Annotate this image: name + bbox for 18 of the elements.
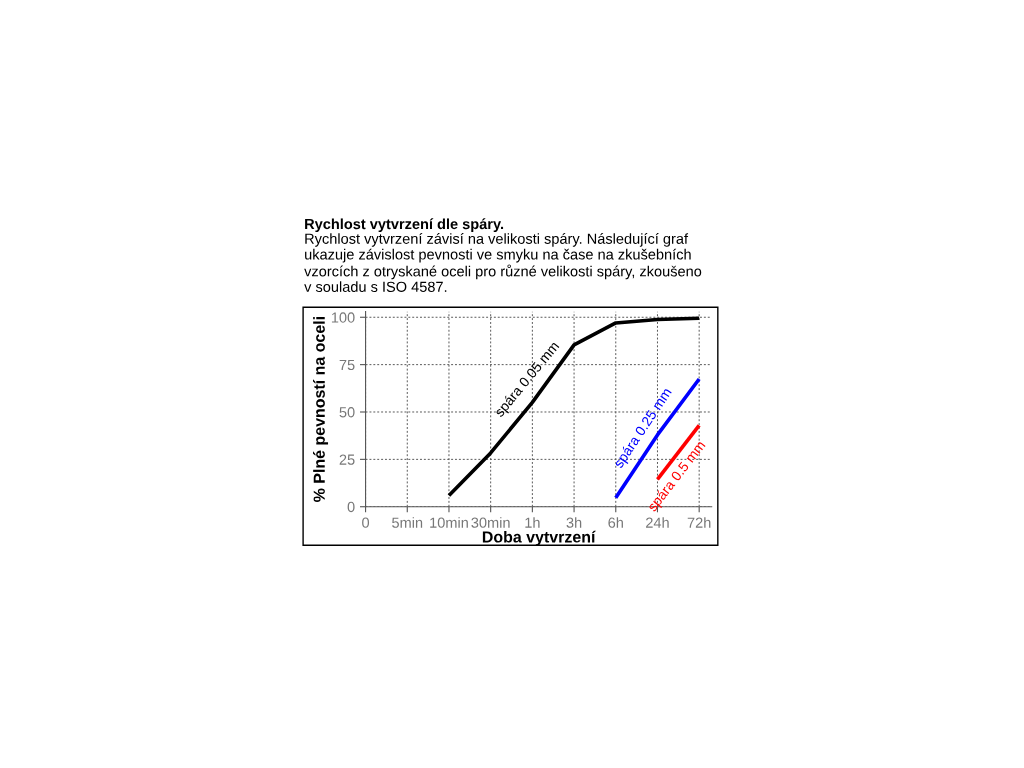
x-tick-label: 0 [362, 517, 370, 528]
chart-title: Rychlost vytvrzení dle spáry. [305, 218, 504, 233]
y-axis-title: % Plné pevností na oceli [313, 317, 329, 502]
x-tick-label: 3h [566, 517, 582, 528]
x-tick-label: 72h [687, 517, 711, 528]
x-tick-label: 24h [646, 517, 669, 528]
x-axis-title: Doba vytvrzení [482, 530, 596, 546]
x-tick-label: 5min [392, 517, 423, 528]
x-tick-label: 30min [471, 517, 510, 528]
y-tick-label: 0 [347, 501, 355, 513]
x-tick-label: 1h [525, 517, 540, 528]
x-tick-label: 10min [430, 517, 468, 528]
x-tick-label: 6h [608, 517, 623, 528]
y-tick-label: 75 [339, 359, 355, 371]
y-tick-label: 50 [339, 407, 355, 418]
y-tick-label: 25 [339, 454, 355, 465]
y-tick-label: 100 [331, 312, 355, 323]
chart-subtitle: Rychlost vytvrzení závisí na velikosti spáry. Následující graf ukazuje závislost pevnosti ve smyku na čase na zkušebních vzorcích z otryskané oceli pro různé velikosti spáry, zkoušeno v souladu s ISO 4587. [304, 233, 702, 292]
